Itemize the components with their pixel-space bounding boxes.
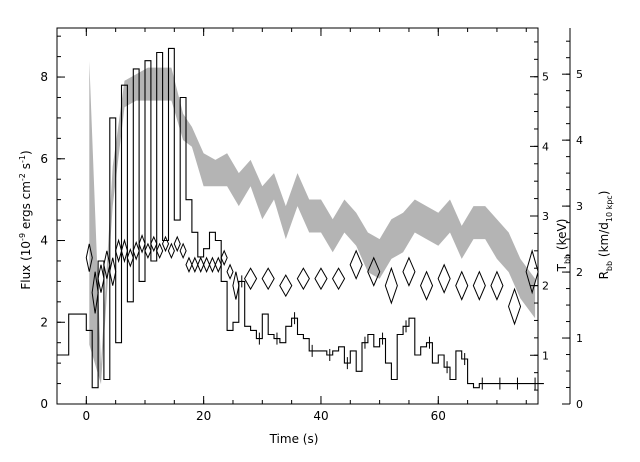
radius-tick-label: 3 <box>576 200 583 213</box>
temperature-point <box>525 249 539 295</box>
radius-axis-label: Rbb (km/d10 kpc) <box>597 191 614 280</box>
temperature-point <box>197 256 205 273</box>
temperature-point <box>126 247 134 268</box>
temperature-point <box>508 287 522 326</box>
temperature-point <box>331 267 346 291</box>
temperature-point <box>109 257 117 286</box>
y-label-exp: -9 <box>18 233 27 241</box>
temperature-point <box>296 267 310 291</box>
temperature-point <box>232 271 240 300</box>
temperature-point <box>208 256 216 273</box>
radius-tick-label: 4 <box>576 134 583 147</box>
temperature-tick-label: 3 <box>542 210 549 223</box>
y-label-part: ergs cm <box>19 181 33 233</box>
y-tick-label: 0 <box>40 397 48 411</box>
radius-tick-label: 5 <box>576 68 583 81</box>
y-label-part: ) <box>19 150 33 155</box>
y-tick-label: 8 <box>40 70 48 84</box>
y-label-part: Flux (10 <box>19 241 33 290</box>
flux-histogram <box>57 47 544 389</box>
y-tick-label: 6 <box>40 152 48 166</box>
temperature-point <box>214 256 222 273</box>
temperature-point <box>138 234 146 254</box>
temperature-point <box>132 240 140 261</box>
temperature-point <box>120 238 128 264</box>
r-label-sub2: 10 kpc <box>605 195 614 222</box>
temperature-tick-label: 2 <box>542 280 549 293</box>
temperature-point <box>203 256 211 273</box>
flux-layer <box>57 47 544 390</box>
r-label-end: ) <box>597 191 611 196</box>
t-label-main: T <box>555 263 569 272</box>
radius-band-layer <box>89 61 536 385</box>
temperature-point <box>226 263 234 280</box>
x-tick-label: 20 <box>196 409 211 423</box>
radius-tick-label: 1 <box>576 332 583 345</box>
x-tick-label: 40 <box>313 409 328 423</box>
temperature-layer <box>85 234 539 326</box>
x-tick-label: 60 <box>431 409 446 423</box>
temperature-point <box>349 249 363 280</box>
temperature-point <box>261 267 275 291</box>
r-label-mid: (km/d <box>597 222 611 261</box>
r-label-main: R <box>597 271 611 279</box>
t-label-sub: bb <box>563 254 572 264</box>
temperature-tick-label: 1 <box>542 349 549 362</box>
temperature-point <box>220 249 228 267</box>
temperature-point <box>161 235 170 253</box>
y-tick-label: 2 <box>40 315 48 329</box>
svg-text:Rbb (km/d10 kpc): Rbb (km/d10 kpc) <box>597 191 614 280</box>
radius-tick-label: 2 <box>576 266 583 279</box>
y-label-part: s <box>19 163 33 173</box>
radius-band <box>89 61 536 385</box>
y-tick-label: 4 <box>40 234 48 248</box>
svg-text:Tbb (keV): Tbb (keV) <box>555 219 572 273</box>
r-label-sub: bb <box>605 261 614 271</box>
temperature-point <box>115 238 123 264</box>
t-label-rest: (keV) <box>555 219 569 254</box>
y-axis-label: Flux (10-9 ergs cm-2 s-1) <box>18 150 33 289</box>
temperature-point <box>97 264 105 293</box>
temperature-point <box>150 235 158 253</box>
x-axis-label: Time (s) <box>269 432 319 446</box>
x-tick-label: 0 <box>83 409 91 423</box>
temperature-point <box>185 256 193 273</box>
svg-text:Flux (10-9 ergs cm-2 s-1): Flux (10-9 ergs cm-2 s-1) <box>18 150 33 289</box>
temperature-point <box>191 256 199 273</box>
temperature-point <box>279 274 293 298</box>
axes-layer: 0 20 40 60 0 2 4 6 8 1 2 3 4 5 0 1 2 3 4 5 <box>40 27 583 423</box>
temperature-point <box>243 267 258 291</box>
radius-tick-label: 0 <box>576 398 583 411</box>
temperature-point <box>314 267 328 291</box>
temperature-point <box>367 256 381 287</box>
temperature-tick-label: 5 <box>542 71 549 84</box>
temperature-point <box>103 250 111 279</box>
temperature-axis-label: Tbb (keV) <box>555 219 572 273</box>
temperature-point <box>173 235 181 253</box>
temperature-point <box>85 243 93 272</box>
temperature-point <box>144 242 152 260</box>
temperature-point <box>490 270 504 301</box>
temperature-point <box>437 263 451 294</box>
temperature-point <box>156 242 164 260</box>
temperature-point <box>402 256 416 287</box>
temperature-point <box>420 270 434 301</box>
temperature-point <box>91 271 99 314</box>
temperature-point <box>472 270 486 301</box>
y-label-exp: -2 <box>18 173 27 181</box>
temperature-point <box>179 242 187 260</box>
temperature-point <box>167 242 175 260</box>
temperature-tick-label: 4 <box>542 140 549 153</box>
temperature-point <box>455 270 469 301</box>
temperature-point <box>384 266 398 305</box>
y-label-exp: -1 <box>18 155 27 163</box>
